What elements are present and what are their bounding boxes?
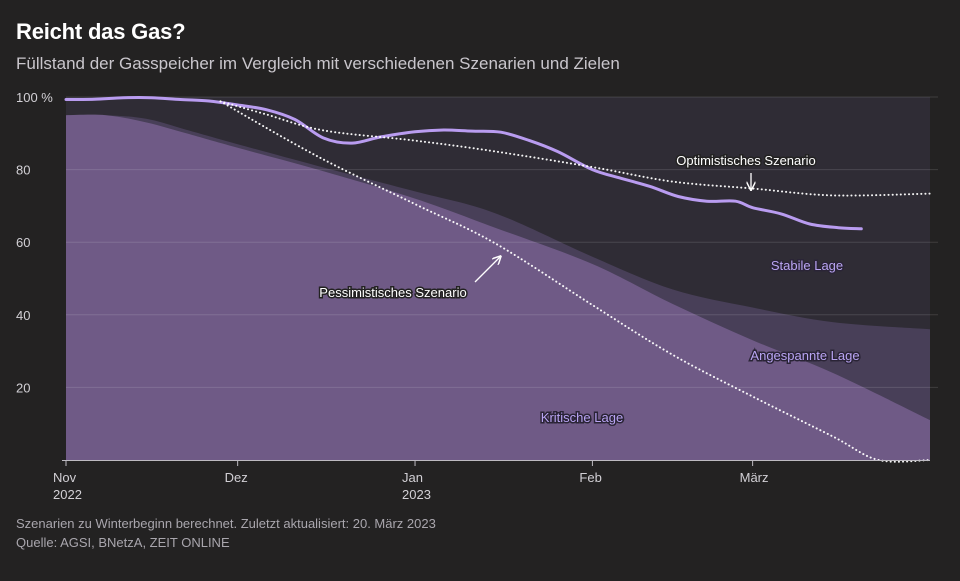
y-tick-label: 20 [16, 380, 30, 395]
x-tick-sublabel: 2023 [402, 487, 431, 502]
annotation-optimistisches-szenario: Optimistisches Szenario [676, 153, 815, 168]
zone-kritische-lage [66, 114, 930, 460]
series-line-optimistisches-szenario [219, 100, 931, 197]
annotation-pessimistisches-szenario: Pessimistisches Szenario [319, 285, 466, 300]
x-tick-label: Feb [579, 470, 601, 485]
chart-title: Reicht das Gas? [16, 19, 186, 44]
footer-source: Quelle: AGSI, BNetzA, ZEIT ONLINE [16, 535, 230, 550]
annotation-kritische-lage: Kritische Lage [541, 410, 623, 425]
chart-subtitle: Füllstand der Gasspeicher im Vergleich m… [16, 54, 620, 73]
series-line-fuellstand [64, 96, 863, 231]
series-line-pessimistisches-szenario [219, 100, 931, 463]
annotation-arrow [474, 257, 500, 283]
footer-note: Szenarien zu Winterbeginn berechnet. Zul… [16, 516, 436, 531]
y-tick-label: 100 % [16, 90, 53, 105]
annotation-angespannte-lage: Angespannte Lage [750, 348, 859, 363]
y-tick-label: 60 [16, 235, 30, 250]
x-tick-label: Jan [402, 470, 423, 485]
y-tick-label: 80 [16, 163, 30, 178]
gas-storage-chart: 20 40 60 80 100 % Nov 2022 Dez Jan 2023 Feb März Op… [16, 90, 938, 502]
x-tick-label: Dez [225, 470, 248, 485]
annotation-stabile-lage: Stabile Lage [771, 258, 843, 273]
x-tick-label: Nov [53, 470, 77, 485]
y-tick-label: 40 [16, 308, 30, 323]
x-tick-label: März [740, 470, 769, 485]
x-tick-sublabel: 2022 [53, 487, 82, 502]
